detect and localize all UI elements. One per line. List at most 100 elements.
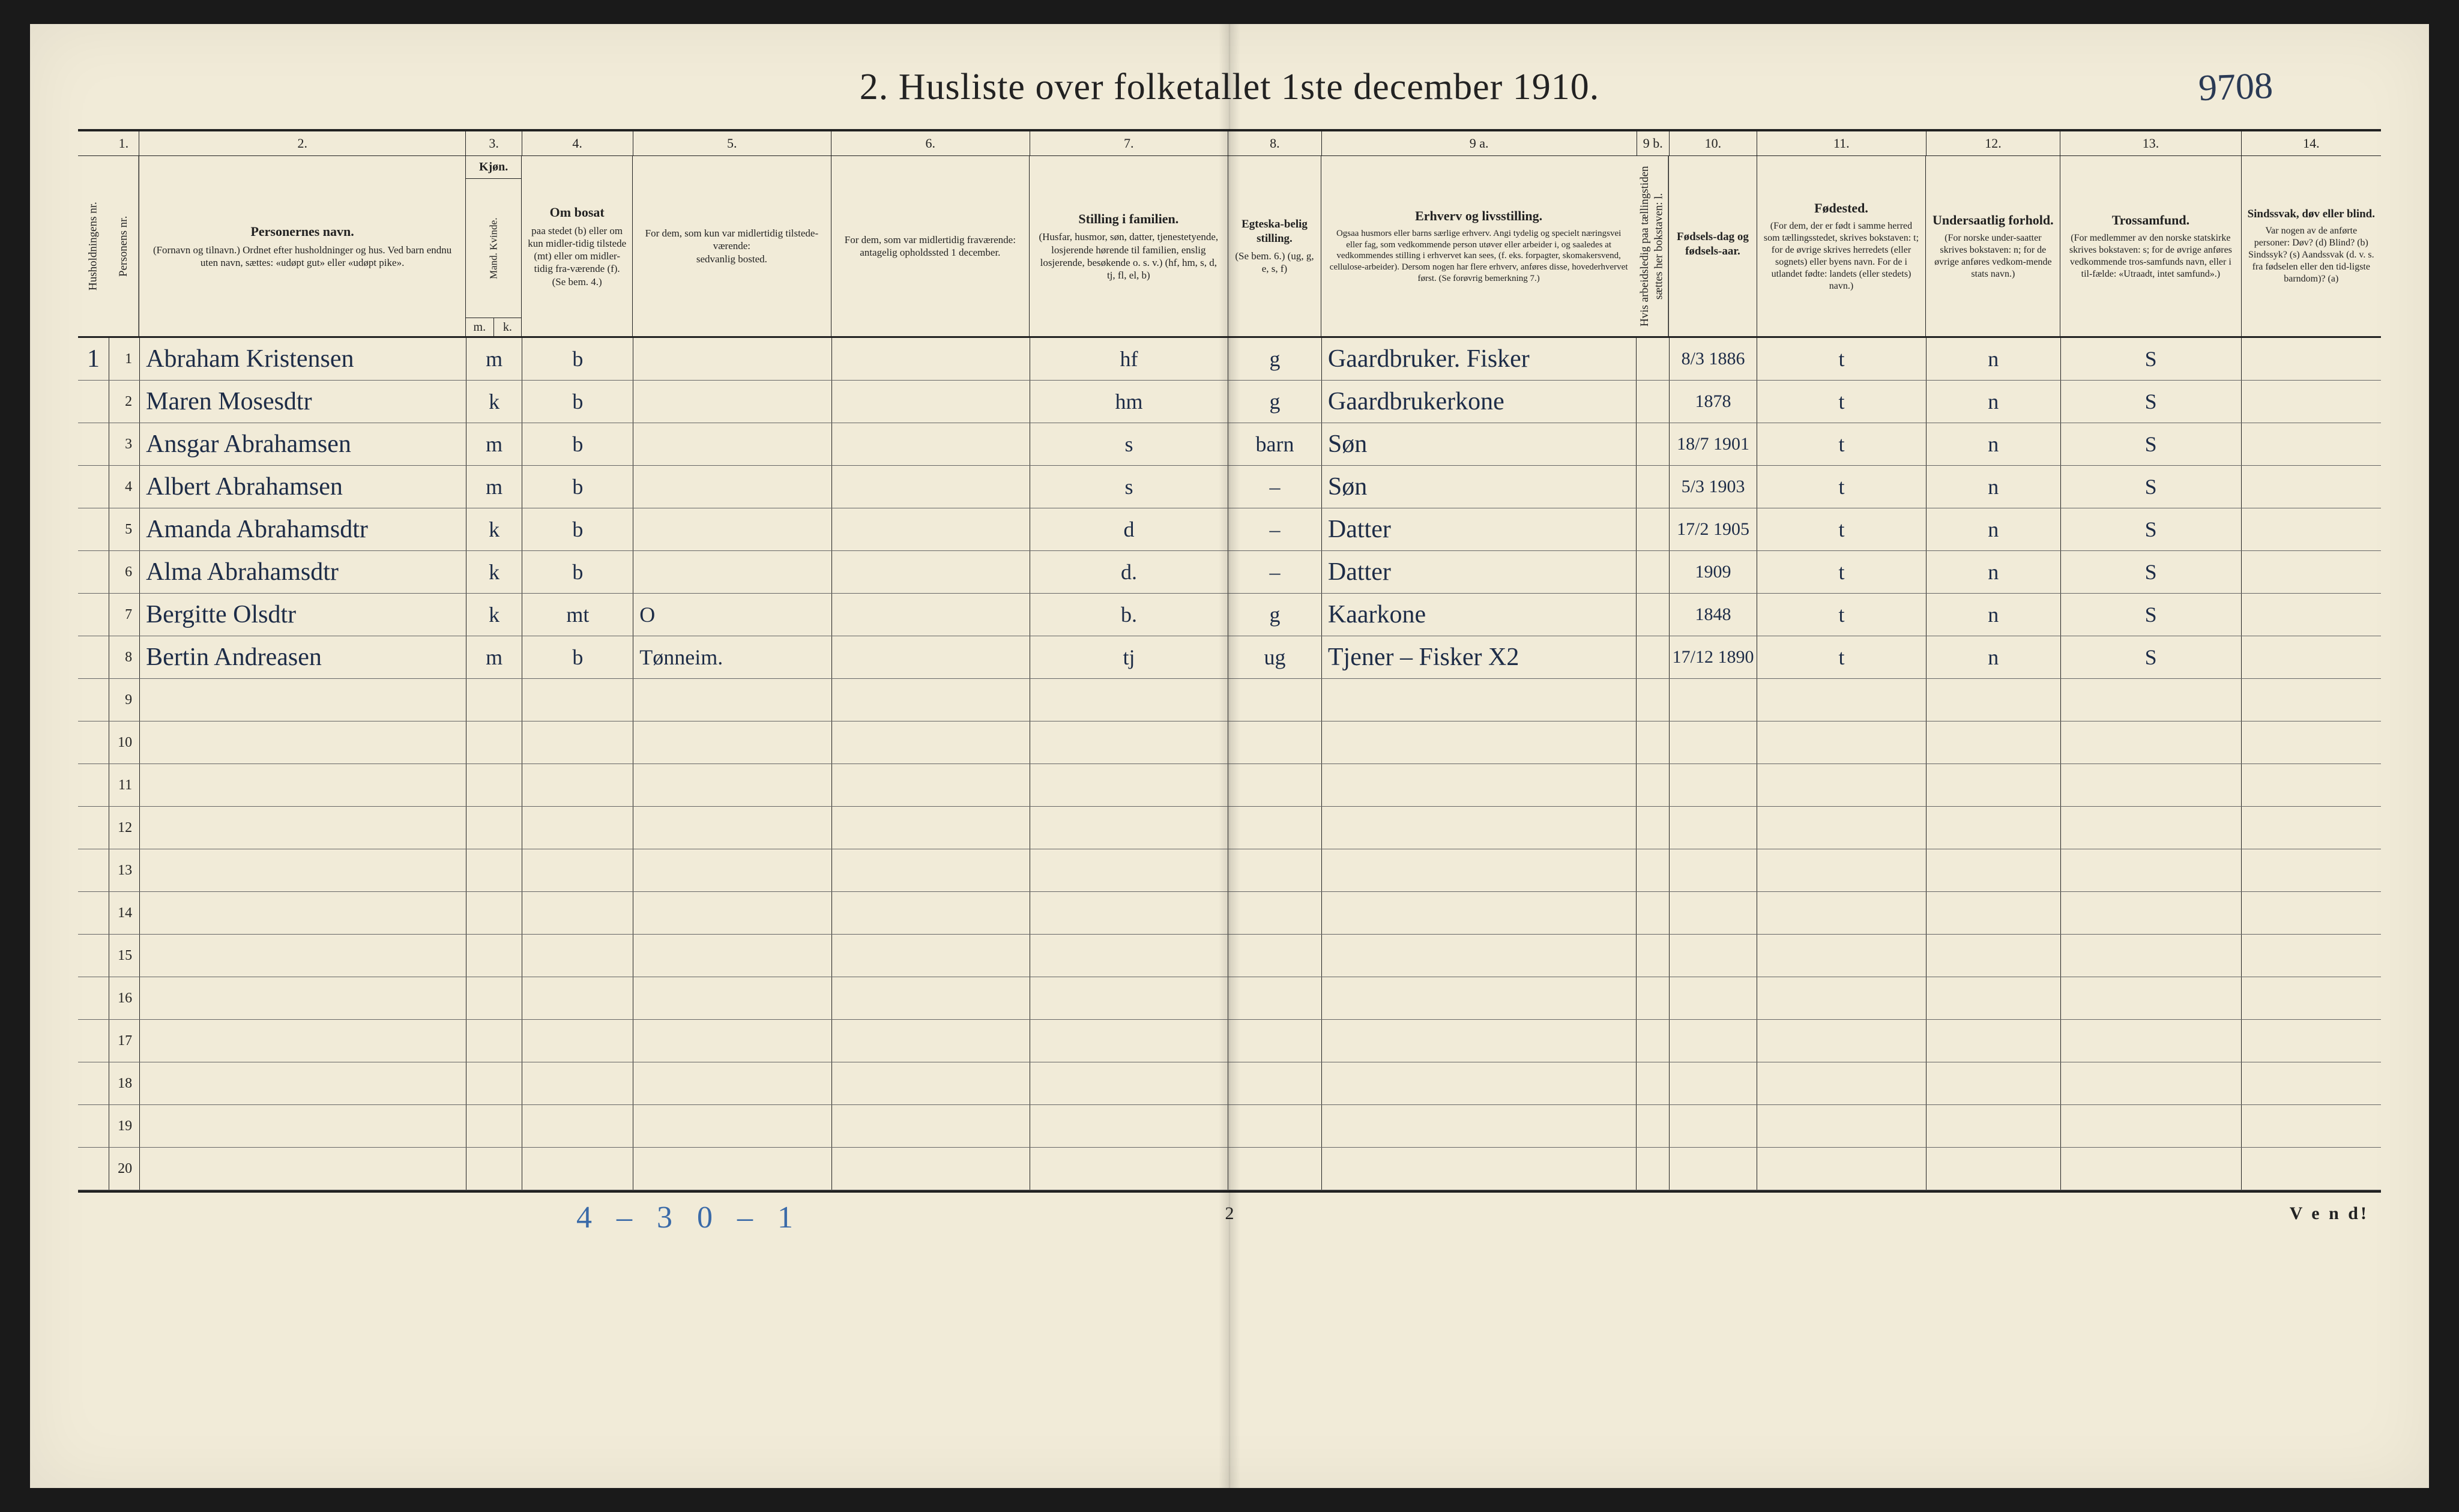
cell-empty — [1321, 977, 1636, 1019]
cell-arbeidsledig — [1636, 338, 1669, 380]
cell-empty — [831, 977, 1030, 1019]
cell-occupation: Gaardbrukerkone — [1321, 381, 1636, 423]
cell-empty — [1926, 1105, 2060, 1147]
cell-empty — [1669, 849, 1757, 891]
cell-disability — [2241, 423, 2381, 465]
cell-empty — [2241, 764, 2381, 806]
cell-birthplace: t — [1757, 381, 1926, 423]
cell-marital: – — [1228, 466, 1321, 508]
cell-empty — [633, 935, 831, 977]
cell-sex: k — [466, 551, 522, 593]
cell-disability — [2241, 338, 2381, 380]
cell-empty — [139, 1020, 466, 1062]
cell-empty — [2241, 1062, 2381, 1104]
cell-household-nr — [78, 466, 109, 508]
cell-empty — [522, 892, 633, 934]
cell-arbeidsledig — [1636, 423, 1669, 465]
cell-household-nr: 1 — [78, 338, 109, 380]
cell-family-position: s — [1030, 466, 1228, 508]
cell-family-position: d — [1030, 508, 1228, 550]
cell-household-nr — [78, 977, 109, 1019]
cell-empty — [2060, 1062, 2241, 1104]
cell-midl-fravar — [831, 338, 1030, 380]
cell-empty — [1757, 977, 1926, 1019]
cell-sex: k — [466, 594, 522, 636]
cell-disability — [2241, 594, 2381, 636]
table-row-empty: 10 — [78, 721, 2381, 764]
cell-empty — [2241, 935, 2381, 977]
cell-empty — [831, 807, 1030, 849]
cell-household-nr — [78, 551, 109, 593]
cell-person-nr: 15 — [109, 935, 139, 977]
cell-empty — [633, 892, 831, 934]
cell-arbeidsledig — [1636, 594, 1669, 636]
cell-empty — [522, 764, 633, 806]
cell-person-nr: 13 — [109, 849, 139, 891]
footer: 4 – 3 0 – 1 2 V e n d! — [78, 1203, 2381, 1239]
cell-empty — [1030, 1020, 1228, 1062]
cell-empty — [831, 849, 1030, 891]
cell-household-nr — [78, 721, 109, 764]
table-row-empty: 11 — [78, 764, 2381, 807]
cell-empty — [139, 849, 466, 891]
cell-empty — [2060, 935, 2241, 977]
cell-empty — [633, 1062, 831, 1104]
cell-residence: b — [522, 636, 633, 678]
cell-empty — [139, 721, 466, 764]
cell-empty — [1757, 679, 1926, 721]
cell-empty — [1669, 935, 1757, 977]
cell-disability — [2241, 508, 2381, 550]
cell-birthplace: t — [1757, 466, 1926, 508]
cell-person-nr: 20 — [109, 1148, 139, 1190]
cell-empty — [1228, 935, 1321, 977]
cell-family-position: b. — [1030, 594, 1228, 636]
header-trossamfund-body: (For medlemmer av den norske statskirke … — [2066, 232, 2234, 280]
cell-midl-tilstede — [633, 423, 831, 465]
cell-empty — [1228, 1062, 1321, 1104]
header-stilling-familien-body: (Husfar, husmor, søn, datter, tjenestety… — [1036, 230, 1221, 282]
cell-religion: S — [2060, 508, 2241, 550]
table-row: 2Maren MosesdtrkbhmgGaardbrukerkone1878t… — [78, 381, 2381, 423]
cell-disability — [2241, 381, 2381, 423]
cell-marital: g — [1228, 381, 1321, 423]
cell-birthdate: 1878 — [1669, 381, 1757, 423]
table-row-empty: 14 — [78, 892, 2381, 935]
cell-sex: m — [466, 466, 522, 508]
table-row-empty: 16 — [78, 977, 2381, 1020]
cell-empty — [466, 721, 522, 764]
cell-person-nr: 1 — [109, 338, 139, 380]
table-row: 5Amanda Abrahamsdtrkbd–Datter17/2 1905tn… — [78, 508, 2381, 551]
cell-household-nr — [78, 764, 109, 806]
cell-empty — [1636, 807, 1669, 849]
cell-empty — [2060, 764, 2241, 806]
cell-empty — [1228, 764, 1321, 806]
cell-household-nr — [78, 1148, 109, 1190]
cell-marital: g — [1228, 594, 1321, 636]
cell-empty — [831, 721, 1030, 764]
header-sindssvak: Sindssvak, døv eller blind. Var nogen av… — [2241, 156, 2381, 336]
cell-person-nr: 9 — [109, 679, 139, 721]
cell-empty — [1321, 1020, 1636, 1062]
cell-empty — [633, 807, 831, 849]
cell-residence: b — [522, 338, 633, 380]
table-row: 8Bertin AndreasenmbTønneim.tjugTjener – … — [78, 636, 2381, 679]
cell-household-nr — [78, 935, 109, 977]
cell-empty — [2241, 1148, 2381, 1190]
cell-empty — [466, 1105, 522, 1147]
cell-empty — [1926, 849, 2060, 891]
cell-empty — [466, 849, 522, 891]
cell-empty — [1926, 1148, 2060, 1190]
cell-arbeidsledig — [1636, 466, 1669, 508]
cell-midl-fravar — [831, 551, 1030, 593]
cell-person-nr: 4 — [109, 466, 139, 508]
table-row-empty: 9 — [78, 679, 2381, 721]
cell-nationality: n — [1926, 338, 2060, 380]
cell-empty — [139, 1062, 466, 1104]
cell-empty — [466, 807, 522, 849]
cell-arbeidsledig — [1636, 551, 1669, 593]
header-kjon-title: Kjøn. — [468, 160, 519, 175]
cell-person-nr: 8 — [109, 636, 139, 678]
header-bosat: Om bosat paa stedet (b) eller om kun mid… — [521, 156, 632, 336]
cell-midl-tilstede — [633, 551, 831, 593]
cell-household-nr — [78, 849, 109, 891]
